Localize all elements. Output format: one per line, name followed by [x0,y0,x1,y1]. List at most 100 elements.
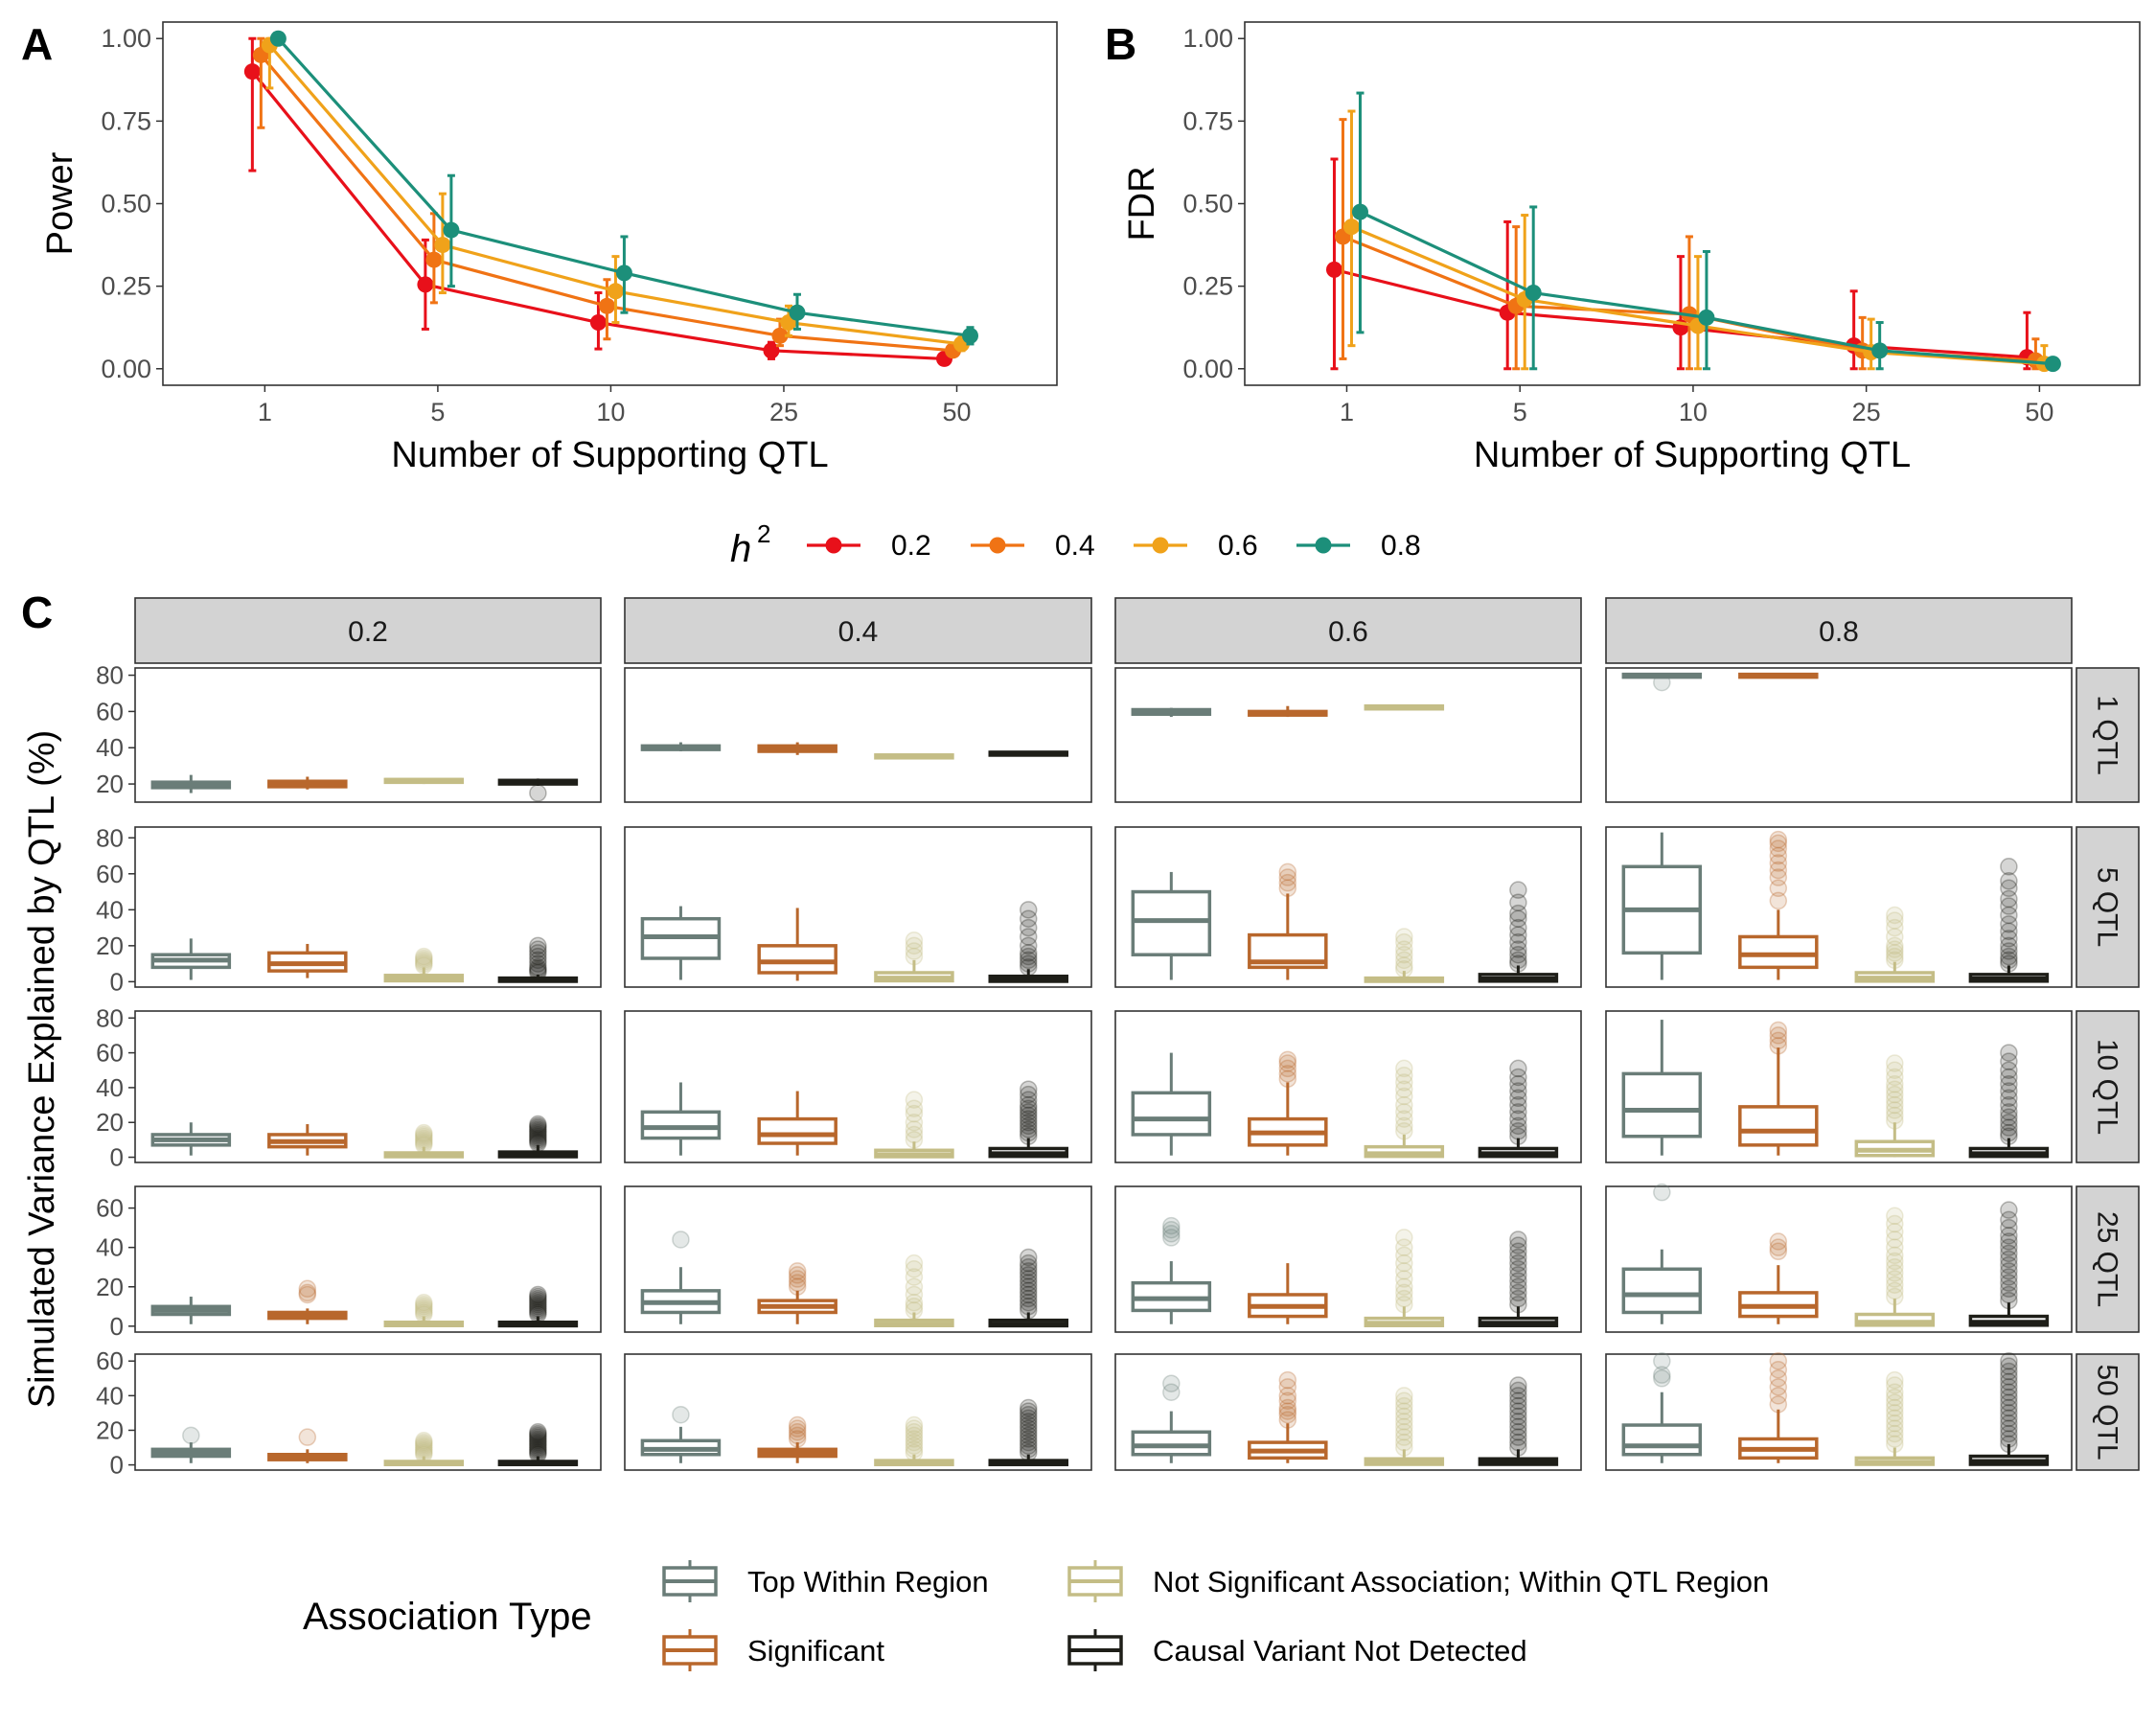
box-outlier-point [529,1432,547,1450]
box-outlier-point [2000,1232,2018,1251]
panel-c-ytick-label: 0 [110,1143,124,1172]
box-outlier-point [415,1435,433,1454]
box-outlier-point [1886,1222,1904,1241]
box-outlier-point [1278,1387,1297,1405]
box-outlier-point [1653,1351,1671,1370]
box-outlier-point [415,1129,433,1147]
facet-panel [1114,1010,1582,1163]
box-outlier-point [2000,1388,2018,1407]
facet-panel [1605,667,2073,803]
box-outlier-point [1886,1085,1904,1104]
box-outlier-point [1509,893,1527,912]
box-outlier-point [1769,1369,1788,1388]
box-outlier-point [2000,947,2018,966]
box-outlier-point [2000,1398,2018,1417]
panel-c-ytick-label: 20 [96,770,124,798]
box-outlier-point [1020,1085,1038,1104]
box-outlier-point [905,942,924,960]
hlegend-key-point [1315,537,1332,554]
box-outlier-point [1886,1214,1904,1233]
panel-b-ytick-label: 1.00 [1182,24,1233,53]
box-outlier-point [1020,1277,1038,1297]
panel-a-data-point [962,327,979,344]
box-outlier-point [1395,1229,1413,1247]
facet-panel-frame [624,667,1092,803]
box-body [1621,1267,1703,1315]
box-outlier-point [1886,1054,1904,1072]
box-outlier-point [2000,1201,2018,1219]
box-outlier-point [1886,906,1904,925]
box-outlier-point [905,1277,924,1297]
box-outlier-point [415,1123,433,1142]
facet-panel [1114,1353,1582,1471]
box-outlier-point [1886,1276,1904,1294]
panel-a-data-point [243,63,261,80]
box-outlier-point [1395,1095,1413,1115]
panel-b-xtick-label: 10 [1679,398,1708,426]
box-outlier-point [1886,1068,1904,1087]
box-outlier-point [415,1127,433,1146]
box-outlier-point [1886,1207,1904,1226]
box-outlier-point [1509,1396,1527,1415]
panel-c-ytick-label: 80 [96,661,124,690]
box-outlier-point [2000,1103,2018,1121]
box-body [1738,934,1819,970]
box-outlier-point [2000,1113,2018,1132]
facet-strip-row [2076,1010,2140,1163]
facet-panel [1114,667,1582,803]
hlegend-key-point [989,537,1006,554]
box-outlier-point [298,1283,317,1302]
box-outlier-point [1769,830,1788,849]
box-outlier-point [1020,1413,1038,1431]
box-outlier-point [1020,1262,1038,1280]
box-outlier-point [415,1438,433,1457]
panel-a-x-axis-title: Number of Supporting QTL [391,435,828,475]
assoc-legend-item-label: Significant [747,1634,884,1668]
box-outlier-point [298,1428,317,1446]
box-outlier-point [1509,1103,1527,1121]
box-outlier-point [1395,1402,1413,1420]
box-outlier-point [529,1430,547,1448]
box-outlier-point [1020,944,1038,962]
facet-panel [134,1353,602,1471]
box-outlier-point [2000,1108,2018,1127]
box-outlier-point [2000,1409,2018,1428]
box-outlier-point [1886,1264,1904,1282]
box-outlier-point [1653,1366,1671,1384]
box-body [1131,889,1212,956]
box-outlier-point [1020,918,1038,937]
box-outlier-point [1020,1281,1038,1300]
box-outlier-point [1886,944,1904,962]
box-outlier-point [2000,936,2018,955]
facet-panel [1605,1010,2073,1163]
panel-b-xtick-label: 1 [1340,398,1354,426]
panel-a-xtick-label: 5 [430,398,445,426]
box-outlier-point [2000,1095,2018,1115]
box-outlier-point [1395,1103,1413,1121]
box-outlier-point [529,1123,547,1142]
box-outlier-point [1278,862,1297,882]
facet-panel-frame [1605,667,2073,803]
box-outlier-point [1769,854,1788,872]
box-outlier-point [2000,1068,2018,1087]
panel-a-data-point [607,283,624,300]
box-outlier-point [1886,1061,1904,1079]
box-outlier-point [1395,1423,1413,1441]
box-outlier-point [2000,1351,2018,1370]
hlegend-title-superscript: 2 [757,519,770,548]
box-outlier-point [1509,1402,1527,1420]
box-outlier-point [2000,1210,2018,1230]
box-outlier-point [529,1125,547,1144]
box-outlier-point [1886,1419,1904,1438]
panel-a-data-point [789,304,806,321]
box-outlier-point [2000,930,2018,948]
panel-b-data-point [1698,309,1715,326]
box-outlier-point [298,1285,317,1304]
panel-a-ytick-label: 0.75 [101,106,151,135]
box-outlier-point [1509,1428,1527,1446]
panel-a-line-chart: 0.00 0.25 0.50 0.75 1.00 1 5 10 25 50 Number of Su… [40,21,1058,475]
box-outlier-point [1769,1387,1788,1405]
box-outlier-point [1769,1021,1788,1040]
box-outlier-point [1020,1248,1038,1267]
panel-a-xtick-label: 50 [942,398,971,426]
